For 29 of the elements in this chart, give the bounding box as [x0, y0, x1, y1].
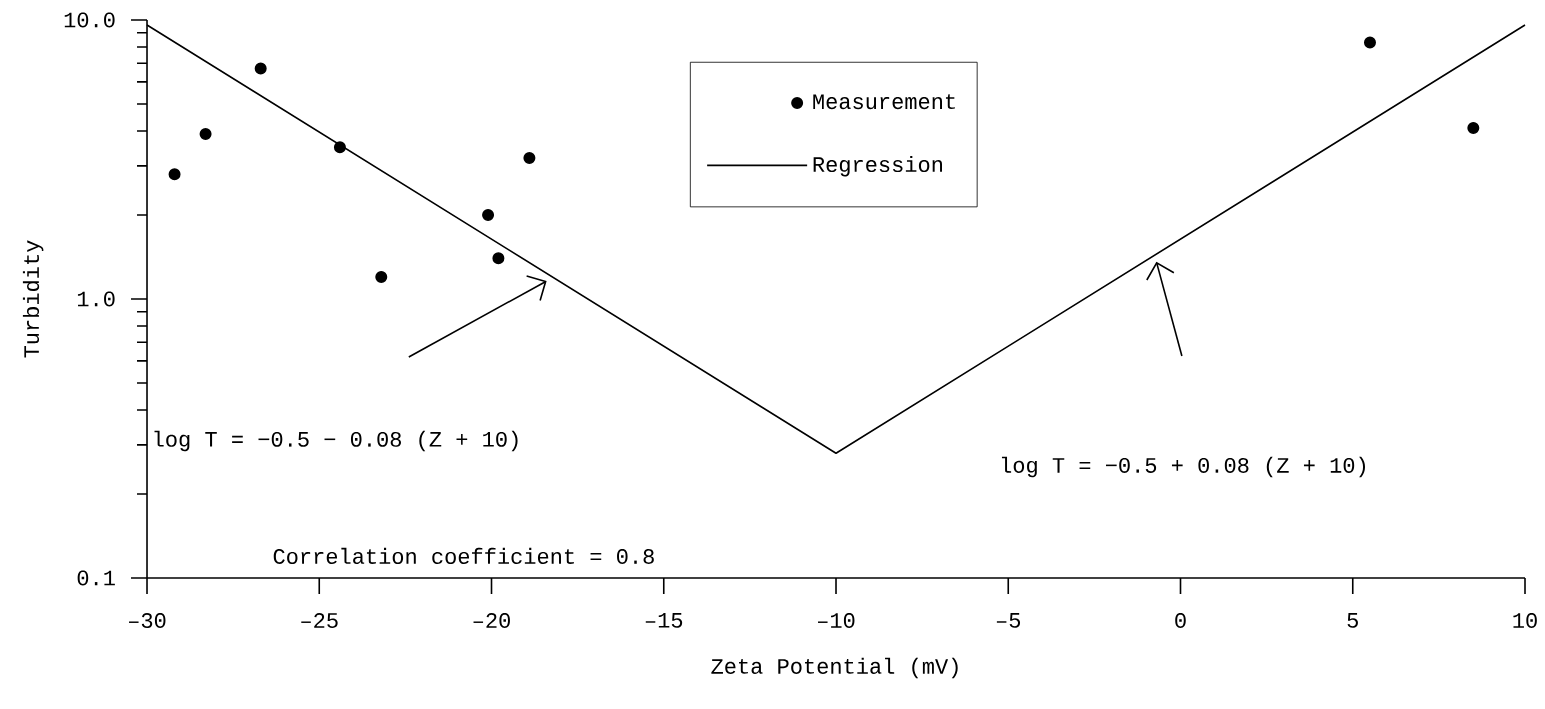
x-tick-label: –20: [473, 613, 510, 628]
point: [492, 252, 505, 265]
annotation: log T = −0.5 − 0.08 (Z + 10): [154, 430, 518, 452]
legend-label: Regression: [813, 155, 942, 177]
point: [333, 141, 346, 154]
x-tick-label: 10: [1513, 613, 1537, 628]
x-tick-label: –30: [129, 613, 166, 628]
point: [523, 152, 536, 165]
point: [254, 62, 267, 75]
point: [199, 128, 212, 141]
annotation: log T = −0.5 + 0.08 (Z + 10): [1001, 456, 1366, 478]
y-axis-title: Turbidity: [22, 240, 44, 358]
point: [1467, 122, 1480, 135]
annotation: Correlation coefficient = 0.8: [273, 547, 654, 564]
point: [375, 270, 388, 283]
y-tick-label: 0.1: [77, 570, 115, 586]
x-tick-label: –10: [818, 613, 855, 628]
point: [482, 209, 495, 222]
x-tick-label: 5: [1347, 613, 1358, 628]
point: [168, 168, 181, 181]
legend-label: Measurement: [813, 94, 955, 110]
point: [1363, 36, 1376, 49]
x-tick-label: 0: [1175, 613, 1186, 628]
x-tick-label: –25: [301, 613, 338, 628]
x-axis-title: Zeta Potential (mV): [711, 657, 958, 679]
y-tick-label: 1.0: [77, 291, 115, 307]
x-tick-label: –15: [645, 613, 683, 628]
y-tick-label: 10.0: [64, 12, 115, 28]
x-tick-label: –5: [996, 613, 1021, 628]
